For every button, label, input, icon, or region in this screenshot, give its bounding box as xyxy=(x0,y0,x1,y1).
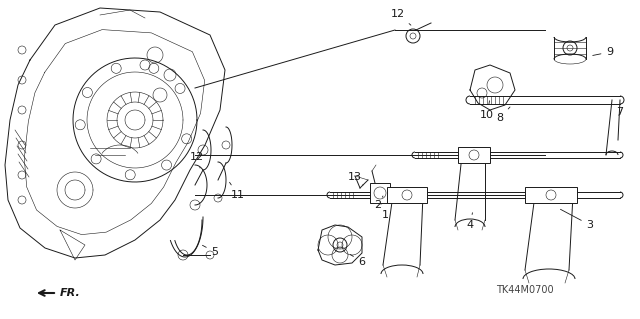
Text: 11: 11 xyxy=(230,182,245,200)
Text: 6: 6 xyxy=(350,255,365,267)
Bar xyxy=(525,187,577,203)
Text: 12: 12 xyxy=(391,9,411,25)
Text: 9: 9 xyxy=(593,47,614,57)
Text: 13: 13 xyxy=(348,172,363,185)
Bar xyxy=(458,147,490,163)
Text: 12: 12 xyxy=(190,152,204,168)
Text: 7: 7 xyxy=(616,107,623,117)
Bar xyxy=(370,183,390,203)
Bar xyxy=(387,187,427,203)
Text: 3: 3 xyxy=(561,209,593,230)
Text: 4: 4 xyxy=(467,213,474,230)
Text: 10: 10 xyxy=(480,101,494,120)
Text: 2: 2 xyxy=(374,196,383,210)
Text: 8: 8 xyxy=(497,107,510,123)
Text: TK44M0700: TK44M0700 xyxy=(496,285,554,295)
Text: 1: 1 xyxy=(381,204,388,220)
Text: 5: 5 xyxy=(202,245,218,257)
Text: FR.: FR. xyxy=(60,288,81,298)
